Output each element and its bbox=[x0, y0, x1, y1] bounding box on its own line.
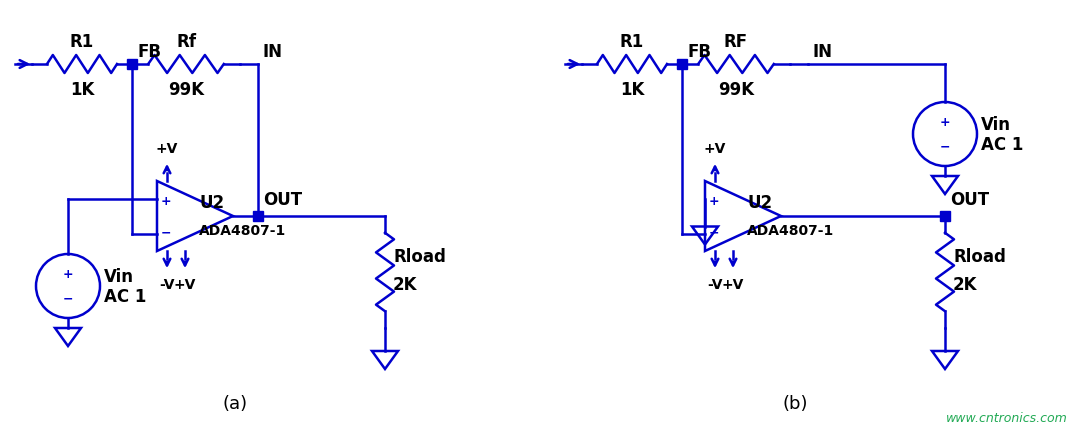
Text: OUT: OUT bbox=[950, 191, 989, 208]
Text: 1K: 1K bbox=[620, 81, 644, 99]
Text: +V: +V bbox=[156, 141, 178, 156]
Text: R1: R1 bbox=[620, 33, 644, 51]
Text: Vin: Vin bbox=[104, 267, 134, 285]
Text: +V: +V bbox=[721, 277, 744, 291]
Text: ADA4807-1: ADA4807-1 bbox=[199, 224, 286, 237]
Text: +V: +V bbox=[174, 277, 197, 291]
Text: Rload: Rload bbox=[953, 247, 1005, 265]
Text: +: + bbox=[161, 194, 172, 207]
Text: +: + bbox=[708, 194, 719, 207]
Text: +: + bbox=[940, 116, 950, 129]
Text: −: − bbox=[63, 292, 73, 305]
Text: (a): (a) bbox=[222, 394, 247, 412]
Text: IN: IN bbox=[812, 43, 832, 61]
Text: 99K: 99K bbox=[718, 81, 754, 99]
Text: +: + bbox=[63, 268, 73, 281]
Text: −: − bbox=[161, 226, 172, 239]
Text: IN: IN bbox=[262, 43, 282, 61]
Text: AC 1: AC 1 bbox=[981, 136, 1024, 154]
Text: -V: -V bbox=[159, 277, 175, 291]
Text: +V: +V bbox=[704, 141, 726, 156]
Text: 2K: 2K bbox=[393, 275, 418, 293]
Text: RF: RF bbox=[724, 33, 748, 51]
Text: www.cntronics.com: www.cntronics.com bbox=[946, 411, 1068, 424]
Text: FB: FB bbox=[687, 43, 711, 61]
Text: −: − bbox=[708, 226, 719, 239]
Text: (b): (b) bbox=[782, 394, 808, 412]
Text: −: − bbox=[940, 140, 950, 153]
Text: OUT: OUT bbox=[264, 191, 302, 208]
Text: 1K: 1K bbox=[70, 81, 94, 99]
Text: Vin: Vin bbox=[981, 116, 1011, 134]
Text: -V: -V bbox=[707, 277, 723, 291]
Text: 2K: 2K bbox=[953, 275, 977, 293]
Text: FB: FB bbox=[137, 43, 161, 61]
Text: Rf: Rf bbox=[176, 33, 195, 51]
Text: Rload: Rload bbox=[393, 247, 446, 265]
Text: 99K: 99K bbox=[167, 81, 204, 99]
Text: AC 1: AC 1 bbox=[104, 287, 147, 305]
Text: U2: U2 bbox=[747, 194, 772, 211]
Text: R1: R1 bbox=[70, 33, 94, 51]
Text: U2: U2 bbox=[199, 194, 225, 211]
Text: ADA4807-1: ADA4807-1 bbox=[747, 224, 834, 237]
